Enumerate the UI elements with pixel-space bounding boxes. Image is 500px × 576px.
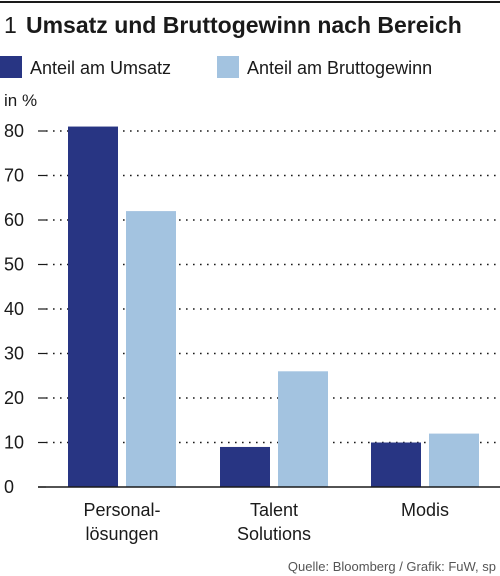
y-tick-label: 40	[4, 299, 24, 319]
y-tick-label: 60	[4, 210, 24, 230]
x-category-label: Talent	[250, 500, 298, 520]
category-labels: Personal-lösungen Talent Solutions Modis	[83, 500, 449, 544]
bar-bruttogewinn-0	[126, 211, 176, 487]
y-tick-label: 0	[4, 477, 14, 497]
bar-bruttogewinn-2	[429, 433, 479, 487]
y-unit-label: in %	[4, 91, 37, 110]
chart-number: 1	[4, 12, 17, 38]
y-axis-ticks: 0 10 20 30 40 50 60 70 80	[4, 121, 46, 497]
bar-umsatz-0	[68, 126, 118, 488]
gridlines	[46, 130, 500, 444]
x-category-label: Modis	[401, 500, 449, 520]
y-tick-label: 50	[4, 255, 24, 275]
y-tick-label: 10	[4, 433, 24, 453]
legend: Anteil am Umsatz Anteil am Bruttogewinn	[0, 56, 432, 78]
bar-umsatz-2	[371, 442, 421, 487]
y-tick-label: 30	[4, 344, 24, 364]
bars	[68, 126, 479, 488]
bar-bruttogewinn-1	[278, 371, 328, 487]
y-tick-label: 80	[4, 121, 24, 141]
x-category-label: lösungen	[85, 524, 158, 544]
source-note: Quelle: Bloomberg / Grafik: FuW, sp	[288, 559, 496, 574]
x-category-label: Personal-	[83, 500, 160, 520]
legend-swatch-umsatz	[0, 56, 22, 78]
y-tick-label: 70	[4, 166, 24, 186]
bar-umsatz-1	[220, 446, 270, 487]
y-tick-label: 20	[4, 388, 24, 408]
x-category-label: Solutions	[237, 524, 311, 544]
legend-swatch-bruttogewinn	[217, 56, 239, 78]
legend-label-umsatz: Anteil am Umsatz	[30, 58, 171, 78]
chart-title: Umsatz und Bruttogewinn nach Bereich	[26, 12, 462, 38]
legend-label-bruttogewinn: Anteil am Bruttogewinn	[247, 58, 432, 78]
